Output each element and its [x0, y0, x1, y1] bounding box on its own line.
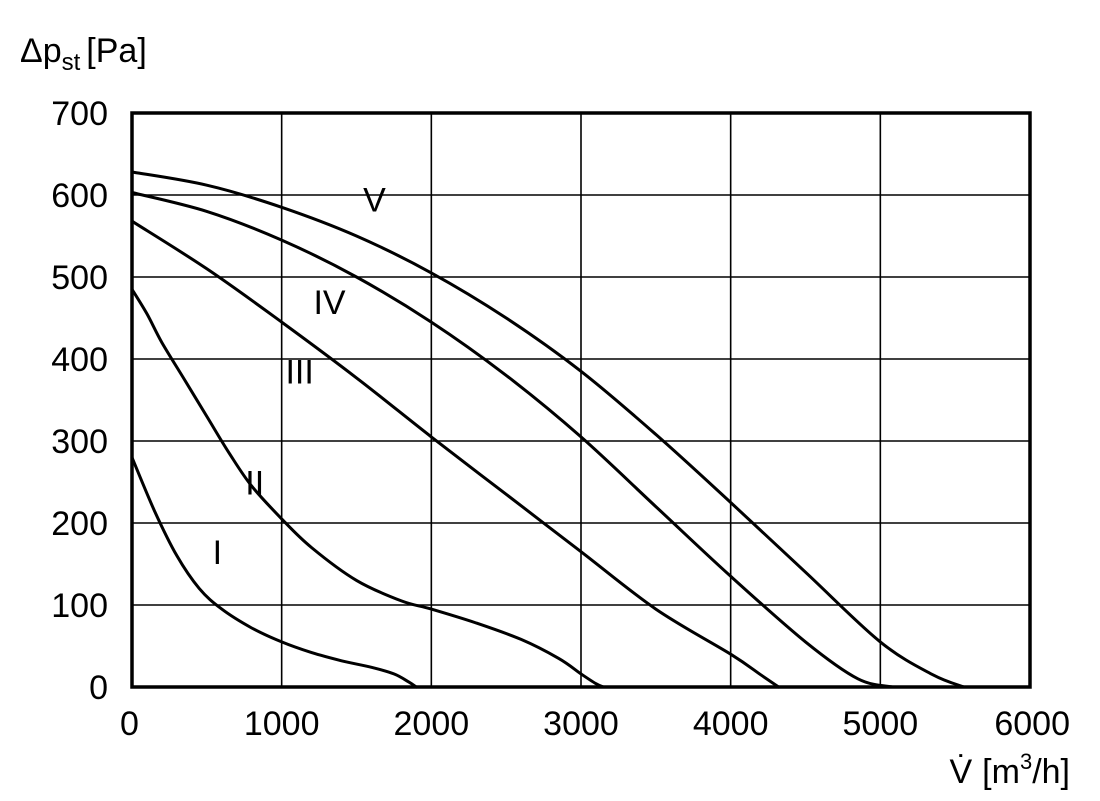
x-tick-labels: 0 1000 2000 3000 4000 5000 6000 — [120, 705, 1070, 743]
curve-iv — [130, 191, 894, 689]
plot-frame — [130, 111, 1032, 689]
curves — [130, 170, 966, 689]
curve-label-i: I — [213, 534, 222, 572]
curve-label-ii: II — [245, 464, 264, 502]
y-tick-label: 100 — [51, 587, 108, 625]
y-tick-label: 200 — [51, 505, 108, 543]
x-tick-label: 1000 — [244, 705, 320, 743]
curve-v — [130, 170, 966, 689]
y-tick-labels: 0 100 200 300 400 500 600 700 — [51, 95, 108, 707]
y-axis-label: Δpst [Pa] — [20, 32, 147, 76]
x-axis-label: V̇ [m3/h] — [949, 749, 1070, 791]
x-tick-label: 2000 — [394, 705, 470, 743]
x-tick-label: 4000 — [693, 705, 769, 743]
y-tick-label: 700 — [51, 95, 108, 133]
curve-label-iii: III — [285, 354, 313, 392]
curve-iii — [130, 219, 781, 689]
x-tick-label: 5000 — [843, 705, 919, 743]
x-tick-label: 0 — [120, 705, 139, 743]
grid — [131, 112, 1031, 688]
x-tick-label: 6000 — [994, 705, 1070, 743]
x-tick-label: 3000 — [543, 705, 619, 743]
y-tick-label: 500 — [51, 259, 108, 297]
y-tick-label: 300 — [51, 423, 108, 461]
curve-label-v: V — [363, 181, 386, 219]
curve-ii — [130, 287, 605, 689]
curve-i — [130, 455, 418, 689]
y-tick-label: 400 — [51, 341, 108, 379]
y-tick-label: 600 — [51, 177, 108, 215]
curve-label-iv: IV — [313, 284, 345, 322]
y-tick-label: 0 — [89, 669, 108, 707]
